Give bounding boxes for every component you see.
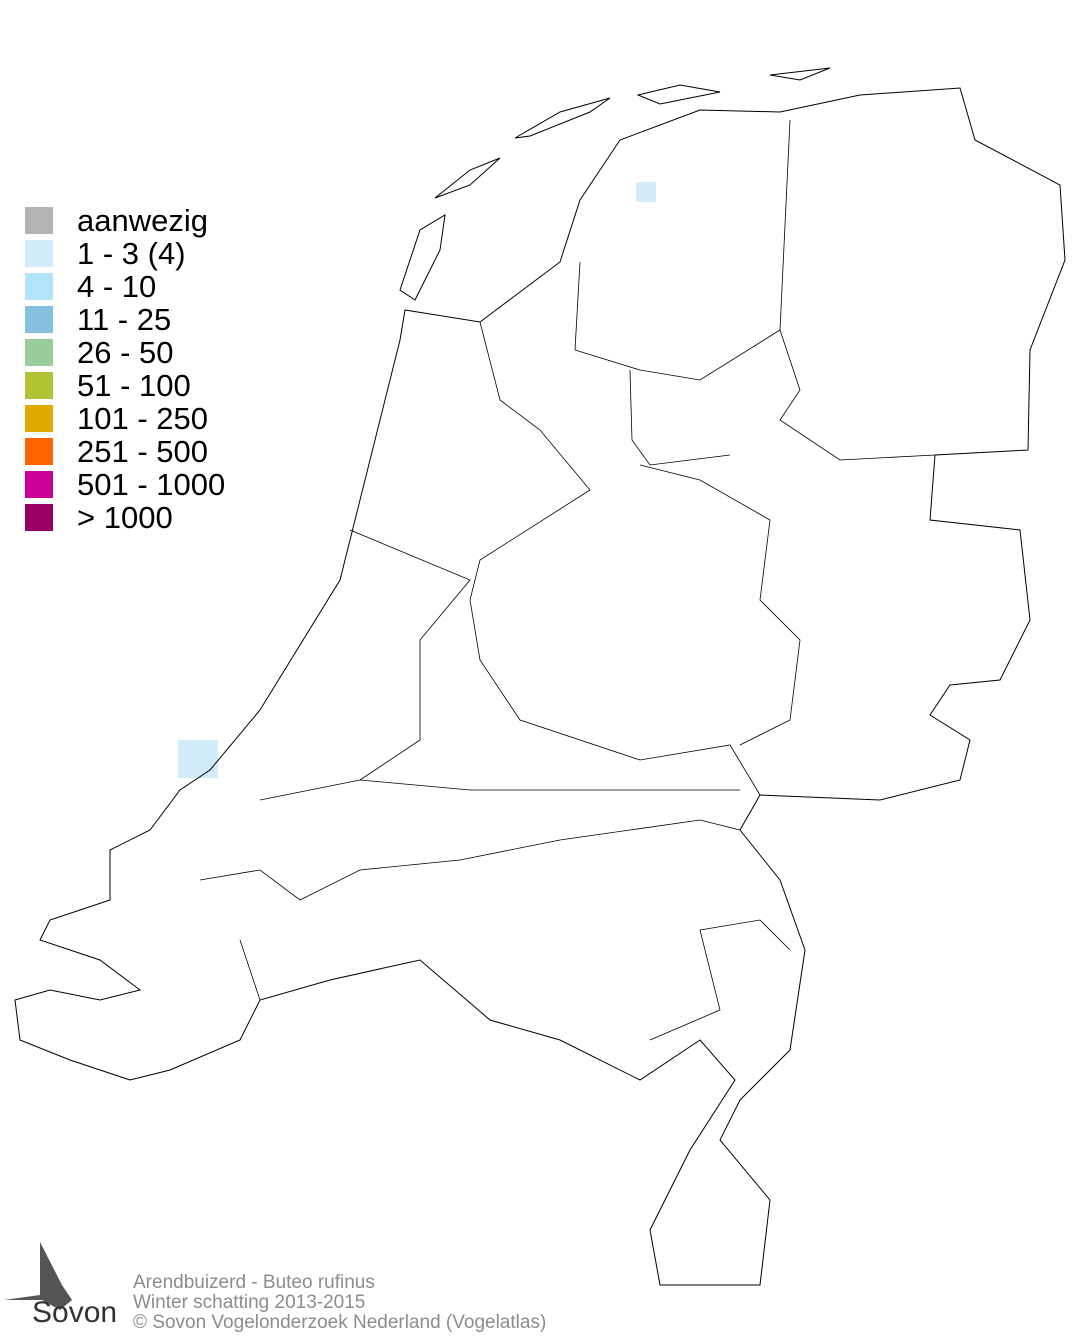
island-schiermonnikoog <box>769 67 831 81</box>
legend-swatch <box>25 207 53 234</box>
legend-label: 4 - 10 <box>77 269 157 304</box>
legend-item: aanwezig <box>25 204 225 237</box>
copyright: © Sovon Vogelonderzoek Nederland (Vogela… <box>133 1312 547 1333</box>
season-label: Winter schatting 2013-2015 <box>133 1292 366 1313</box>
legend-item: 11 - 25 <box>25 303 225 336</box>
legend-label: 11 - 25 <box>77 302 172 337</box>
island-texel <box>399 214 446 301</box>
occupied-cell-friesland <box>636 182 656 202</box>
occupied-cell-maasvlakte <box>178 740 218 778</box>
legend-swatch <box>25 471 53 498</box>
legend-label: 1 - 3 (4) <box>77 236 186 271</box>
species-name: Arendbuizerd - Buteo rufinus <box>133 1272 375 1293</box>
legend-item: 4 - 10 <box>25 270 225 303</box>
map-caption: Arendbuizerd - Buteo rufinus Winter scha… <box>133 1273 546 1333</box>
legend-item: 51 - 100 <box>25 369 225 402</box>
legend-item: 101 - 250 <box>25 402 225 435</box>
swallow-icon <box>4 1242 72 1310</box>
legend-swatch <box>25 372 53 399</box>
legend-item: 26 - 50 <box>25 336 225 369</box>
legend: aanwezig 1 - 3 (4) 4 - 10 11 - 25 26 - 50 51 … <box>25 204 225 534</box>
legend-label: 101 - 250 <box>77 401 208 436</box>
legend-swatch <box>25 339 53 366</box>
island-terschelling <box>514 97 611 139</box>
legend-label: 251 - 500 <box>77 434 208 469</box>
legend-swatch <box>25 306 53 333</box>
sovon-logo <box>2 1240 112 1335</box>
legend-item: > 1000 <box>25 501 225 534</box>
mainland-outline <box>14 87 1066 1286</box>
island-vlieland <box>434 157 501 199</box>
legend-swatch <box>25 273 53 300</box>
legend-swatch <box>25 504 53 531</box>
legend-item: 501 - 1000 <box>25 468 225 501</box>
legend-label: 51 - 100 <box>77 368 191 403</box>
legend-swatch <box>25 240 53 267</box>
legend-item: 251 - 500 <box>25 435 225 468</box>
province-borders <box>199 119 936 1041</box>
legend-label: > 1000 <box>77 500 173 535</box>
legend-label: 26 - 50 <box>77 335 174 370</box>
legend-label: aanwezig <box>77 203 208 238</box>
legend-item: 1 - 3 (4) <box>25 237 225 270</box>
legend-swatch <box>25 405 53 432</box>
logo-text: Sovon <box>32 1296 118 1329</box>
legend-label: 501 - 1000 <box>77 467 226 502</box>
island-ameland <box>636 84 721 105</box>
legend-swatch <box>25 438 53 465</box>
